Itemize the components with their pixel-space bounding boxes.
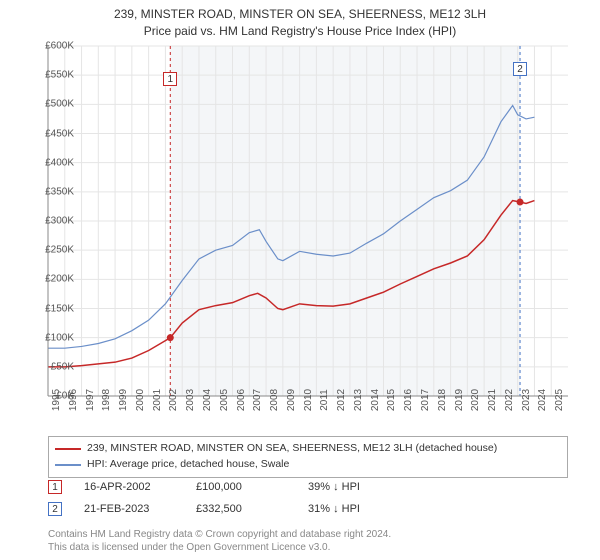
sale-price-2: £332,500 <box>196 503 286 515</box>
x-tick-label: 1995 <box>51 389 62 411</box>
x-tick-label: 1998 <box>101 389 112 411</box>
sale-delta-2: 31% ↓ HPI <box>308 503 398 515</box>
x-tick-label: 1997 <box>85 389 96 411</box>
chart-area: 12 <box>48 46 568 396</box>
x-tick-label: 2008 <box>269 389 280 411</box>
x-tick-label: 2011 <box>319 389 330 411</box>
y-tick-label: £400K <box>28 157 74 168</box>
x-tick-label: 2012 <box>336 389 347 411</box>
legend-swatch-property <box>55 448 81 450</box>
x-tick-label: 2004 <box>202 389 213 411</box>
x-tick-label: 2016 <box>403 389 414 411</box>
legend-row-property: 239, MINSTER ROAD, MINSTER ON SEA, SHEER… <box>55 441 561 457</box>
title-block: 239, MINSTER ROAD, MINSTER ON SEA, SHEER… <box>0 0 600 40</box>
x-tick-label: 2024 <box>537 389 548 411</box>
sale-row-1: 1 16-APR-2002 £100,000 39% ↓ HPI <box>48 480 568 494</box>
chart-sale-marker-1: 1 <box>163 72 177 86</box>
x-tick-label: 2023 <box>521 389 532 411</box>
x-tick-label: 2007 <box>252 389 263 411</box>
x-tick-label: 2022 <box>504 389 515 411</box>
footer-line-1: Contains HM Land Registry data © Crown c… <box>48 528 568 541</box>
title-address: 239, MINSTER ROAD, MINSTER ON SEA, SHEER… <box>0 6 600 23</box>
x-tick-label: 2017 <box>420 389 431 411</box>
sale-row-2: 2 21-FEB-2023 £332,500 31% ↓ HPI <box>48 502 568 516</box>
x-tick-label: 2015 <box>386 389 397 411</box>
x-tick-label: 2018 <box>437 389 448 411</box>
x-tick-label: 2019 <box>454 389 465 411</box>
legend: 239, MINSTER ROAD, MINSTER ON SEA, SHEER… <box>48 436 568 478</box>
x-tick-label: 2009 <box>286 389 297 411</box>
title-subtitle: Price paid vs. HM Land Registry's House … <box>0 23 600 40</box>
chart-container: 239, MINSTER ROAD, MINSTER ON SEA, SHEER… <box>0 0 600 560</box>
x-tick-label: 2000 <box>135 389 146 411</box>
legend-label-hpi: HPI: Average price, detached house, Swal… <box>87 457 289 473</box>
footer-note: Contains HM Land Registry data © Crown c… <box>48 528 568 554</box>
footer-line-2: This data is licensed under the Open Gov… <box>48 541 568 554</box>
x-tick-label: 2003 <box>185 389 196 411</box>
y-tick-label: £50K <box>28 361 74 372</box>
y-tick-label: £200K <box>28 274 74 285</box>
sale-delta-1: 39% ↓ HPI <box>308 481 398 493</box>
x-tick-label: 2001 <box>152 389 163 411</box>
x-tick-label: 2025 <box>554 389 565 411</box>
y-tick-label: £100K <box>28 332 74 343</box>
x-tick-label: 1996 <box>68 389 79 411</box>
sale-date-1: 16-APR-2002 <box>84 481 174 493</box>
y-tick-label: £550K <box>28 70 74 81</box>
x-tick-label: 2002 <box>168 389 179 411</box>
legend-row-hpi: HPI: Average price, detached house, Swal… <box>55 457 561 473</box>
y-tick-label: £350K <box>28 186 74 197</box>
y-tick-label: £300K <box>28 216 74 227</box>
x-tick-label: 2021 <box>487 389 498 411</box>
x-tick-label: 2010 <box>303 389 314 411</box>
x-tick-label: 2006 <box>236 389 247 411</box>
sale-marker-1: 1 <box>48 480 62 494</box>
y-tick-label: £600K <box>28 41 74 52</box>
x-tick-label: 2005 <box>219 389 230 411</box>
x-tick-label: 2014 <box>370 389 381 411</box>
legend-label-property: 239, MINSTER ROAD, MINSTER ON SEA, SHEER… <box>87 441 497 457</box>
chart-svg <box>48 46 568 396</box>
y-tick-label: £500K <box>28 99 74 110</box>
y-tick-label: £150K <box>28 303 74 314</box>
y-tick-label: £250K <box>28 245 74 256</box>
x-tick-label: 2020 <box>470 389 481 411</box>
sale-price-1: £100,000 <box>196 481 286 493</box>
sale-date-2: 21-FEB-2023 <box>84 503 174 515</box>
sale-marker-2: 2 <box>48 502 62 516</box>
x-tick-label: 1999 <box>118 389 129 411</box>
x-tick-label: 2013 <box>353 389 364 411</box>
legend-swatch-hpi <box>55 464 81 466</box>
chart-sale-marker-2: 2 <box>513 62 527 76</box>
y-tick-label: £450K <box>28 128 74 139</box>
